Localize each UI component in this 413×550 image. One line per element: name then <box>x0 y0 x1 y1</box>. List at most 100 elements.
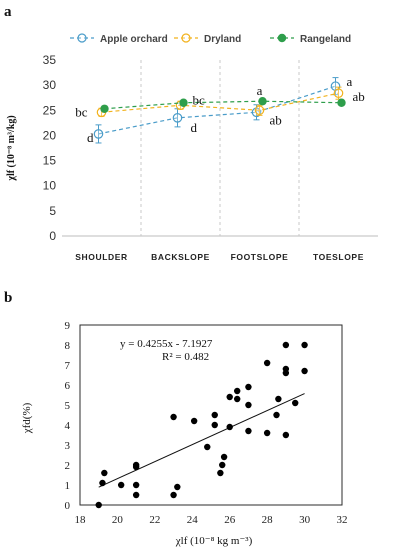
x-tick-label: 26 <box>224 514 236 526</box>
significance-letter: bc <box>75 104 88 119</box>
scatter-point <box>132 481 140 489</box>
scatter-point <box>282 369 290 377</box>
significance-letter: d <box>87 130 94 145</box>
scatter-point <box>219 461 226 469</box>
x-axis-categories: SHOULDER BACKSLOPE FOOTSLOPE TOESLOPE <box>75 252 364 262</box>
series-line <box>98 85 336 135</box>
scatter-point <box>301 341 308 349</box>
x-tick-label: BACKSLOPE <box>151 252 210 262</box>
y-tick-label: 7 <box>65 360 71 372</box>
y-tick-label: 10 <box>43 179 57 193</box>
scatter-point <box>204 443 211 451</box>
scatter-point <box>245 383 252 391</box>
y-tick-label: 20 <box>43 128 57 142</box>
y-axis-label: χlf (10⁻⁸ m³/kg) <box>6 115 17 181</box>
panel-b-label: b <box>4 290 12 306</box>
x-tick-label: TOESLOPE <box>313 252 364 262</box>
significance-letter: ab <box>353 89 365 104</box>
legend-label: Apple orchard <box>100 34 168 45</box>
legend-marker <box>181 33 191 43</box>
scatter-point <box>292 399 299 407</box>
scatter-point <box>245 401 252 409</box>
trendline <box>98 393 305 488</box>
equation-annotation: y = 0.4255x - 7.1927 <box>120 338 213 350</box>
y-axis-ticks: 0 5 10 15 20 25 30 35 <box>43 53 57 243</box>
data-point <box>333 88 344 98</box>
data-point <box>337 98 346 107</box>
scatter-point <box>99 479 106 487</box>
y-tick-label: 35 <box>43 53 57 67</box>
scatter-point <box>211 411 218 419</box>
y-tick-label: 5 <box>65 400 71 412</box>
scatter-point <box>245 427 252 435</box>
significance-letter: ab <box>270 112 282 127</box>
legend: Apple orchard Dryland Rangeland <box>70 33 351 45</box>
x-tick-label: 30 <box>299 514 311 526</box>
scatter-point <box>273 411 280 419</box>
y-tick-label: 30 <box>43 78 57 92</box>
x-tick-label: SHOULDER <box>75 252 128 262</box>
data-point <box>93 129 104 139</box>
x-tick-label: 18 <box>75 514 87 526</box>
x-axis-ticks-b: 18 20 22 24 26 28 30 32 <box>75 514 348 526</box>
significance-letter: a <box>257 83 263 98</box>
scatter-point <box>174 483 181 491</box>
scatter-point <box>282 431 290 439</box>
x-tick-label: 22 <box>149 514 160 526</box>
r-squared-annotation: R² = 0.482 <box>162 351 209 363</box>
scatter-point <box>132 491 140 499</box>
y-tick-label: 8 <box>65 340 71 352</box>
legend-label: Dryland <box>204 34 241 45</box>
y-tick-label: 0 <box>49 229 56 243</box>
scatter-point <box>170 491 177 499</box>
scatter-points <box>95 341 308 509</box>
series-line <box>104 100 342 110</box>
scatter-point <box>190 417 198 425</box>
y-tick-label: 9 <box>65 320 71 332</box>
y-axis-ticks-b: 0 1 2 3 4 5 6 7 8 9 <box>65 320 71 512</box>
legend-marker <box>77 33 87 43</box>
x-tick-label: 20 <box>112 514 124 526</box>
scatter-point <box>170 413 177 421</box>
y-tick-label: 6 <box>65 380 71 392</box>
y-tick-label: 0 <box>65 500 71 512</box>
panel-a-label: a <box>4 4 12 20</box>
scatter-point <box>234 395 241 403</box>
scatter-point <box>220 453 228 461</box>
y-tick-label: 25 <box>43 103 57 117</box>
scatter-point <box>275 395 282 403</box>
scatter-point <box>95 501 102 509</box>
scatter-point <box>217 469 224 477</box>
series-layer <box>93 77 346 144</box>
scatter-point <box>101 469 108 477</box>
scatter-point <box>301 367 308 375</box>
x-tick-label: 32 <box>337 514 348 526</box>
data-point <box>254 105 265 116</box>
data-point <box>172 113 183 123</box>
data-point <box>258 97 267 106</box>
significance-letter: a <box>347 74 353 89</box>
x-tick-label: 28 <box>262 514 274 526</box>
scatter-point <box>211 421 218 429</box>
x-axis-label-b: χlf (10⁻⁸ kg m⁻³) <box>175 535 253 547</box>
scatter-point <box>226 393 233 401</box>
scatter-point <box>226 423 233 431</box>
category-separators <box>140 60 300 236</box>
significance-letter: bc <box>193 93 206 108</box>
scatter-point <box>132 463 140 471</box>
legend-label: Rangeland <box>300 34 351 45</box>
scatter-point <box>263 359 271 367</box>
y-axis-label-b: χfd(%) <box>21 402 33 434</box>
scatter-point <box>263 429 271 437</box>
y-tick-label: 1 <box>65 480 71 492</box>
y-tick-label: 15 <box>43 154 57 168</box>
series-line <box>101 92 339 113</box>
scatter-point <box>234 387 241 395</box>
data-point <box>179 98 188 107</box>
plot-area-b <box>79 324 343 506</box>
y-tick-label: 2 <box>65 460 71 472</box>
x-tick-label: 24 <box>187 514 199 526</box>
significance-letter: d <box>191 120 198 135</box>
